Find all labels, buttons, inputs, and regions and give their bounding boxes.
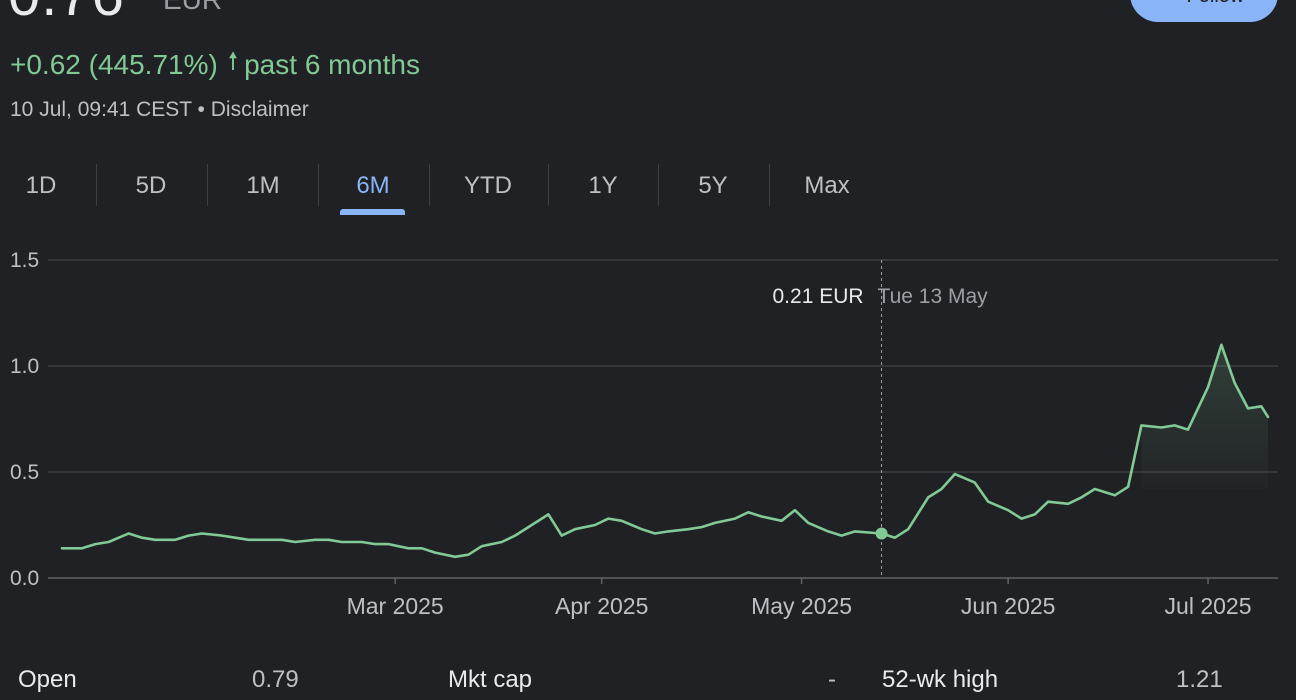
hover-point (875, 527, 888, 540)
y-tick-label: 1.5 (10, 249, 39, 272)
tab-divider (548, 164, 549, 206)
change-value: +0.62 (445.71%) (10, 48, 218, 80)
tab-1d[interactable]: 1D (25, 172, 57, 199)
high52-label: 52-wk high (882, 666, 999, 693)
tab-1y[interactable]: 1Y (588, 172, 618, 199)
series-line (60, 343, 1270, 559)
mktcap-label: Mkt cap (448, 666, 533, 693)
y-tick-label: 0.5 (10, 461, 39, 484)
follow-label: Follow (1187, 0, 1245, 8)
tab-max[interactable]: Max (804, 172, 850, 199)
timestamp-disclaimer: 10 Jul, 09:41 CEST • Disclaimer (10, 98, 309, 121)
x-tick-label: Apr 2025 (555, 593, 648, 619)
mktcap-value: - (828, 666, 836, 693)
change-period: past 6 months (244, 48, 420, 80)
open-label: Open (18, 666, 77, 693)
plus-icon: + (1164, 0, 1177, 8)
key-stats: Open 0.79 Mkt cap - 52-wk high 1.21 (0, 660, 1296, 700)
arrow-up-icon: 🠕 (227, 48, 239, 75)
tab-divider (429, 164, 430, 206)
tab-divider (769, 164, 770, 206)
tab-5y[interactable]: 5Y (698, 172, 728, 199)
x-tick-label: Jun 2025 (961, 593, 1056, 619)
high52-value: 1.21 (1176, 666, 1223, 693)
range-tabs: 1D 5D 1M 6M YTD 1Y 5Y Max (0, 160, 880, 220)
x-tick-label: Jul 2025 (1165, 593, 1252, 619)
y-tick-label: 0.0 (10, 567, 39, 590)
price-chart[interactable]: 1.5 1.0 0.5 0.0 Mar 2025 Apr 2025 May 2025 Jun … (0, 230, 1296, 630)
tab-5d[interactable]: 5D (135, 172, 167, 199)
open-value: 0.79 (252, 666, 299, 693)
tab-divider (318, 164, 319, 206)
price-change: +0.62 (445.71%) 🠕 past 6 months (10, 44, 420, 85)
tab-6m[interactable]: 6M (356, 172, 390, 199)
tab-divider (96, 164, 97, 206)
active-tab-indicator (340, 209, 405, 215)
tab-divider (207, 164, 208, 206)
follow-button[interactable]: + Follow (1130, 0, 1278, 22)
tab-divider (658, 164, 659, 206)
chart-area-fill (1141, 344, 1268, 489)
x-tick-label: Mar 2025 (347, 593, 444, 619)
tooltip-date: Tue 13 May (878, 285, 989, 308)
tooltip-value: 0.21 EUR (773, 285, 864, 308)
tab-1m[interactable]: 1M (246, 172, 280, 199)
current-price: 0.76 (8, 0, 125, 29)
tab-ytd[interactable]: YTD (464, 172, 512, 199)
currency-label: EUR (163, 0, 222, 16)
y-tick-label: 1.0 (10, 355, 39, 378)
x-tick-label: May 2025 (751, 593, 852, 619)
